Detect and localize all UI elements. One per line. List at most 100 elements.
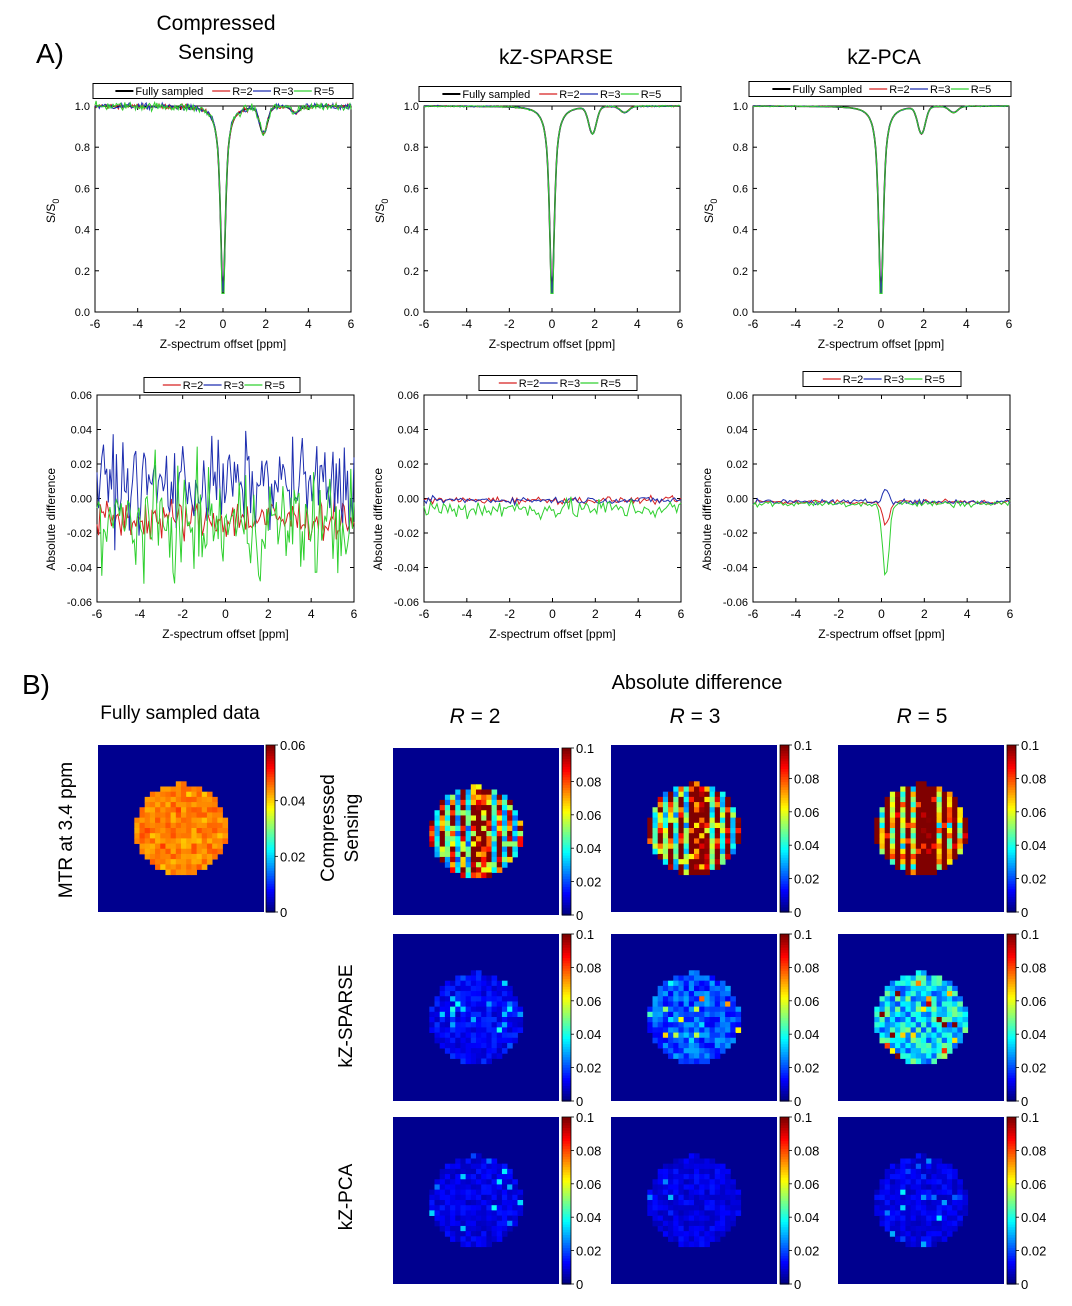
heatmap-pixel — [444, 1179, 451, 1185]
x-tick-label: 0 — [220, 317, 227, 331]
heatmap-pixel — [884, 1168, 891, 1175]
heatmap-pixel — [465, 1058, 472, 1065]
heatmap-pixel — [683, 864, 690, 870]
heatmap-pixel — [662, 828, 669, 834]
heatmap-pixel — [683, 833, 690, 839]
heatmap-pixel — [688, 996, 695, 1002]
heatmap-pixel — [439, 1225, 446, 1232]
heatmap-pixel — [155, 791, 161, 798]
heatmap-pixel — [455, 1205, 461, 1211]
heatmap-pixel — [946, 1220, 953, 1227]
heatmap-pixel — [206, 838, 213, 844]
heatmap-pixel — [476, 1017, 482, 1023]
heatmap-pixel — [910, 864, 917, 870]
heatmap-pixel — [900, 822, 906, 829]
heatmap-pixel — [725, 796, 731, 803]
heatmap-pixel — [186, 853, 192, 860]
heatmap-pixel — [941, 1194, 948, 1201]
colorbar: 0.060.040.020 — [265, 738, 305, 920]
heatmap-pixel — [434, 996, 441, 1002]
heatmap-pixel — [450, 1048, 456, 1054]
heatmap-pixel — [444, 1210, 451, 1216]
heatmap-pixel — [196, 802, 203, 808]
heatmap-pixel — [155, 859, 161, 865]
heatmap-pixel — [434, 1011, 441, 1018]
heatmap-pixel — [725, 848, 731, 855]
plot-axes: -6 -4 -2 0 2 4 6-0.06-0.04-0.020.000.020.040.0… — [44, 390, 358, 641]
heatmap-pixel — [486, 1179, 492, 1185]
heatmap-pixel — [694, 1210, 700, 1216]
heatmap-pixel — [704, 1189, 710, 1196]
heatmap-pixel — [496, 851, 503, 858]
heatmap-image — [611, 745, 777, 912]
heatmap-pixel — [460, 1163, 467, 1170]
heatmap-pixel — [186, 859, 192, 865]
heatmap-pixel — [662, 996, 669, 1002]
heatmap-pixel — [900, 1220, 906, 1227]
heatmap-pixel — [429, 1200, 435, 1206]
heatmap-pixel — [941, 1210, 948, 1216]
heatmap-pixel — [915, 786, 922, 793]
heatmap-pixel — [709, 1236, 716, 1242]
heatmap-pixel — [926, 1037, 932, 1044]
y-axis-label: S/S0 — [702, 199, 719, 223]
heatmap-pixel — [444, 805, 451, 811]
heatmap-pixel — [470, 1220, 477, 1227]
mtr-side-label: MTR at 3.4 ppm — [56, 762, 77, 898]
plot-axes: -6 -4 -2 0 2 4 6-0.06-0.04-0.020.000.020.040.0… — [371, 390, 685, 641]
colorbar-tick-label: 0.08 — [1021, 771, 1046, 786]
heatmap-pixel — [874, 828, 880, 834]
heatmap-pixel — [647, 822, 653, 829]
heatmap-pixel — [694, 848, 700, 855]
heatmap-pixel — [714, 1189, 721, 1196]
heatmap-pixel — [957, 1022, 963, 1028]
heatmap-pixel — [735, 822, 742, 829]
heatmap-pixel — [481, 799, 487, 806]
heatmap-pixel — [175, 869, 182, 876]
heatmap-pixel — [714, 828, 721, 834]
heatmap-pixel — [455, 810, 461, 816]
heatmap-pixel — [952, 1027, 958, 1033]
heatmap-pixel — [512, 831, 518, 837]
heatmap-pixel — [470, 1184, 477, 1191]
heatmap-pixel — [491, 1037, 498, 1044]
heatmap-pixel — [952, 807, 958, 813]
heatmap-pixel — [884, 991, 891, 997]
heatmap-pixel — [895, 980, 901, 987]
heatmap-pixel — [941, 985, 948, 992]
heatmap-pixel — [884, 1032, 891, 1039]
heatmap-pixel — [455, 1006, 461, 1013]
heatmap-pixel — [884, 1189, 891, 1196]
heatmap-pixel — [905, 859, 912, 865]
heatmap-pixel — [900, 1027, 906, 1033]
heatmap-pixel — [699, 1032, 705, 1039]
heatmap-pixel — [175, 781, 182, 787]
heatmap-pixel — [512, 810, 518, 816]
heatmap-pixel — [517, 1006, 524, 1013]
series-line-1 — [423, 104, 681, 295]
heatmap-pixel — [149, 848, 156, 855]
heatmap-pixel — [730, 1011, 736, 1018]
x-tick-label: -2 — [504, 607, 515, 621]
heatmap-pixel — [678, 1200, 685, 1206]
heatmap-pixel — [673, 985, 679, 992]
heatmap-pixel — [191, 828, 197, 834]
heatmap-pixel — [905, 1053, 912, 1059]
heatmap-pixel — [719, 1225, 726, 1232]
legend-label: R=3 — [600, 89, 621, 101]
heatmap-pixel — [512, 1022, 518, 1028]
heatmap-pixel — [144, 843, 151, 850]
heatmap-pixel — [460, 815, 467, 822]
heatmap-pixel — [444, 841, 451, 847]
heatmap-pixel — [662, 1200, 669, 1206]
heatmap-pixel — [455, 1231, 461, 1237]
diff-line-2 — [96, 446, 355, 584]
heatmap-pixel — [900, 1215, 906, 1222]
heatmap-pixel — [921, 1179, 927, 1185]
heatmap-pixel — [921, 985, 927, 992]
heatmap-pixel — [910, 1048, 917, 1054]
heatmap-pixel — [444, 1168, 451, 1175]
heatmap-pixel — [683, 1194, 690, 1201]
heatmap-pixel — [921, 1220, 927, 1227]
heatmap-pixel — [941, 859, 948, 865]
